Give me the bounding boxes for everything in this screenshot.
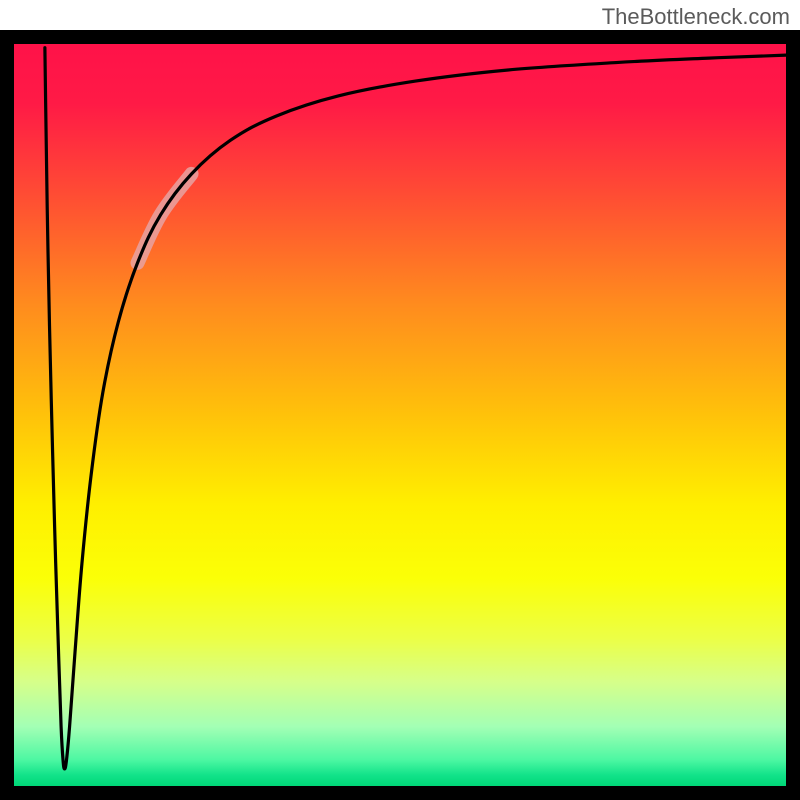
chart-area: [0, 30, 800, 800]
chart-svg: [0, 30, 800, 800]
watermark-text: TheBottleneck.com: [602, 4, 790, 30]
gradient-background: [14, 44, 786, 786]
chart-root: TheBottleneck.com: [0, 0, 800, 800]
